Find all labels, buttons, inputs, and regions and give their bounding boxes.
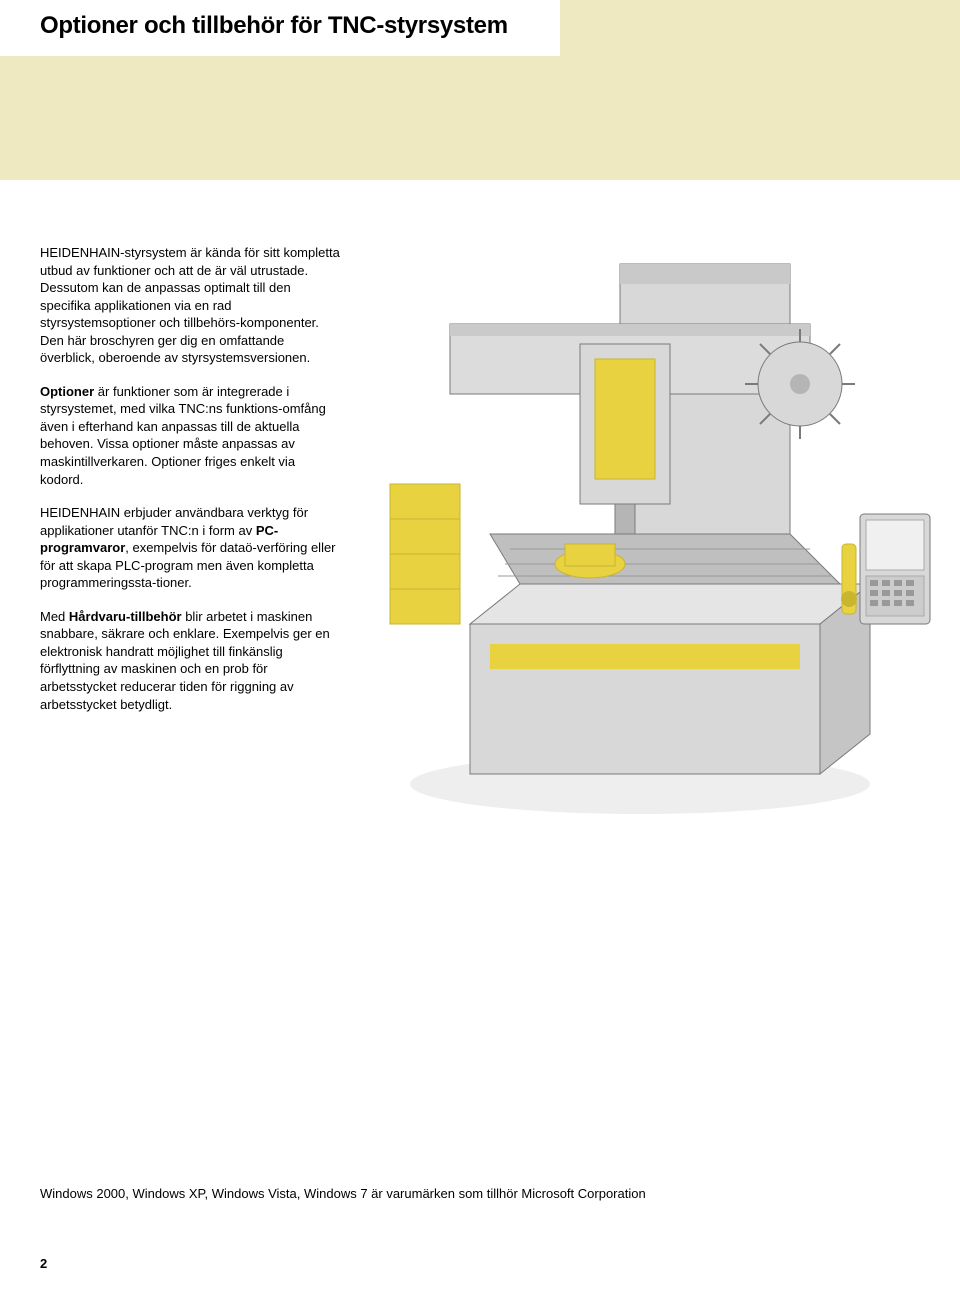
p4b: blir arbetet i maskinen snabbare, säkrar… xyxy=(40,609,330,712)
paragraph-optioner: Optioner är funktioner som är integrerad… xyxy=(40,383,340,488)
p4a: Med xyxy=(40,609,69,624)
paragraph-intro: HEIDENHAIN-styrsystem är kända för sitt … xyxy=(40,244,340,367)
page-number: 2 xyxy=(40,1256,47,1271)
header-band: Optioner och tillbehör för TNC-styrsyste… xyxy=(0,0,960,180)
paragraph-pc: HEIDENHAIN erbjuder användbara verktyg f… xyxy=(40,504,340,592)
figure-column xyxy=(340,244,960,864)
text-column: HEIDENHAIN-styrsystem är kända för sitt … xyxy=(40,244,340,864)
p2-rest: är funktioner som är integrerade i styrs… xyxy=(40,384,326,487)
paragraph-hardware: Med Hårdvaru-tillbehör blir arbetet i ma… xyxy=(40,608,340,713)
title-box: Optioner och tillbehör för TNC-styrsyste… xyxy=(0,0,560,56)
machine-illustration xyxy=(360,224,940,844)
bold-optioner: Optioner xyxy=(40,384,94,399)
content-row: HEIDENHAIN-styrsystem är kända för sitt … xyxy=(0,180,960,864)
trademark-note: Windows 2000, Windows XP, Windows Vista,… xyxy=(40,1186,646,1201)
bold-hw: Hårdvaru-tillbehör xyxy=(69,609,182,624)
page-title: Optioner och tillbehör för TNC-styrsyste… xyxy=(40,12,560,40)
